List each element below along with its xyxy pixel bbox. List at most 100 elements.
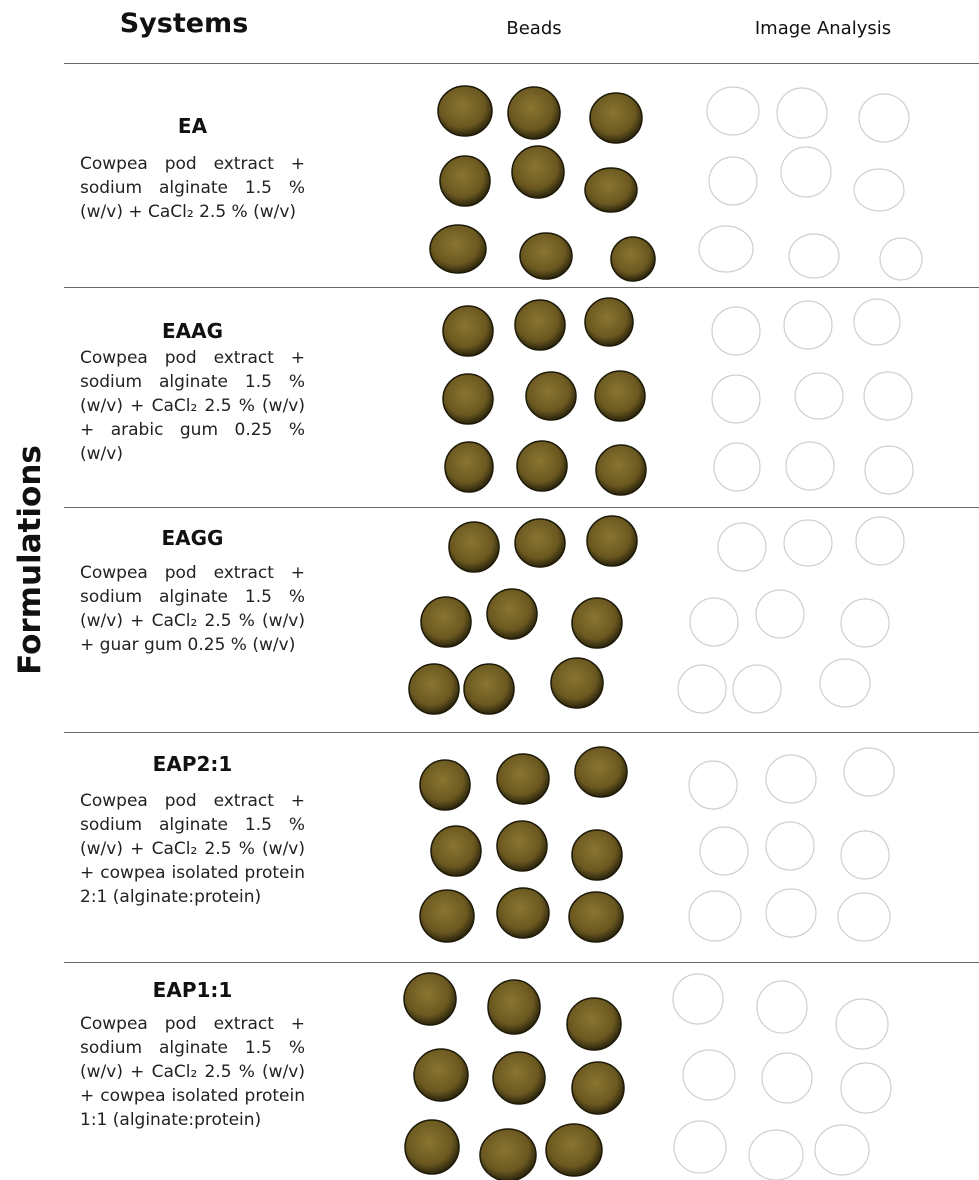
bead bbox=[550, 657, 604, 709]
analysis-outline bbox=[755, 589, 805, 639]
analysis-outline bbox=[717, 522, 767, 572]
bead bbox=[514, 299, 566, 351]
bead bbox=[420, 596, 472, 648]
bead bbox=[496, 753, 550, 805]
analysis-outline bbox=[698, 225, 754, 273]
analysis-outline bbox=[688, 760, 738, 810]
bead bbox=[448, 521, 500, 573]
header-beads: Beads bbox=[506, 18, 562, 39]
analysis-outline bbox=[672, 973, 724, 1025]
bead bbox=[419, 889, 475, 943]
formulation-name: EA bbox=[177, 114, 208, 138]
analysis-outline bbox=[879, 237, 923, 281]
side-label: Formulations bbox=[12, 445, 48, 675]
bead bbox=[507, 86, 561, 140]
bead bbox=[404, 1119, 460, 1175]
analysis-outline bbox=[858, 93, 910, 143]
formulation-description: Cowpea pod extract + sodium alginate 1.5… bbox=[80, 1014, 305, 1130]
analysis-outline bbox=[765, 888, 817, 938]
row-divider bbox=[64, 287, 979, 288]
bead bbox=[444, 441, 494, 493]
bead bbox=[496, 887, 550, 939]
analysis-outline bbox=[673, 1120, 727, 1174]
analysis-outline bbox=[711, 306, 761, 356]
formulation-name: EAAG bbox=[161, 319, 224, 343]
analysis-outline bbox=[788, 233, 840, 279]
row-divider bbox=[64, 63, 979, 64]
analysis-outline bbox=[785, 441, 835, 491]
analysis-outline bbox=[682, 1049, 736, 1101]
bead bbox=[413, 1048, 469, 1102]
bead bbox=[496, 820, 548, 872]
formulation-description: Cowpea pod extract + sodium alginate 1.5… bbox=[80, 563, 305, 655]
analysis-outline bbox=[688, 890, 742, 942]
bead bbox=[594, 370, 646, 422]
bead bbox=[519, 232, 573, 280]
analysis-outline bbox=[708, 156, 758, 206]
analysis-outline bbox=[765, 754, 817, 804]
analysis-outline bbox=[783, 300, 833, 350]
bead bbox=[525, 371, 577, 421]
bead bbox=[571, 597, 623, 649]
analysis-outline bbox=[780, 146, 832, 198]
analysis-outline bbox=[863, 371, 913, 421]
formulation-name: EAP1:1 bbox=[152, 978, 233, 1002]
analysis-outline bbox=[689, 597, 739, 647]
bead bbox=[516, 440, 568, 492]
analysis-outline bbox=[794, 372, 844, 420]
bead bbox=[566, 997, 622, 1051]
analysis-outline bbox=[699, 826, 749, 876]
bead bbox=[437, 85, 493, 137]
bead bbox=[545, 1123, 603, 1177]
bead bbox=[492, 1051, 546, 1105]
bead bbox=[439, 155, 491, 207]
analysis-outline bbox=[711, 374, 761, 424]
bead bbox=[610, 236, 656, 282]
bead bbox=[574, 746, 628, 798]
analysis-outline bbox=[853, 168, 905, 212]
bead bbox=[514, 518, 566, 568]
analysis-outline bbox=[843, 747, 895, 797]
bead bbox=[584, 297, 634, 347]
analysis-outline bbox=[840, 598, 890, 648]
analysis-outline bbox=[677, 664, 727, 714]
formulation-description: Cowpea pod extract + sodium alginate 1.5… bbox=[80, 791, 305, 907]
formulation-description: Cowpea pod extract + sodium alginate 1.5… bbox=[80, 154, 305, 222]
analysis-outline bbox=[706, 86, 760, 136]
analysis-outline bbox=[748, 1129, 804, 1180]
analysis-outline bbox=[819, 658, 871, 708]
row-divider bbox=[64, 732, 979, 733]
analysis-outline bbox=[837, 892, 891, 942]
analysis-outline bbox=[814, 1124, 870, 1176]
analysis-outline bbox=[853, 298, 901, 346]
analysis-outline bbox=[864, 445, 914, 495]
bead bbox=[403, 972, 457, 1026]
row-divider bbox=[64, 962, 979, 963]
bead bbox=[584, 167, 638, 213]
bead bbox=[568, 891, 624, 943]
bead bbox=[595, 444, 647, 496]
bead bbox=[442, 373, 494, 425]
analysis-outline bbox=[835, 998, 889, 1050]
formulation-name: EAGG bbox=[161, 526, 224, 550]
analysis-outline bbox=[761, 1052, 813, 1104]
row-divider bbox=[64, 507, 979, 508]
bead bbox=[571, 1061, 625, 1115]
formulation-description: Cowpea pod extract + sodium alginate 1.5… bbox=[80, 348, 305, 464]
bead bbox=[442, 305, 494, 357]
bead bbox=[429, 224, 487, 274]
header-systems: Systems bbox=[119, 8, 249, 39]
bead bbox=[487, 979, 541, 1035]
analysis-outline bbox=[756, 980, 808, 1034]
analysis-outline bbox=[855, 516, 905, 566]
bead bbox=[486, 588, 538, 640]
bead bbox=[589, 92, 643, 144]
bead bbox=[586, 515, 638, 567]
bead bbox=[419, 759, 471, 811]
bead bbox=[430, 825, 482, 877]
analysis-outline bbox=[776, 87, 828, 139]
bead bbox=[463, 663, 515, 715]
analysis-outline bbox=[765, 821, 815, 871]
